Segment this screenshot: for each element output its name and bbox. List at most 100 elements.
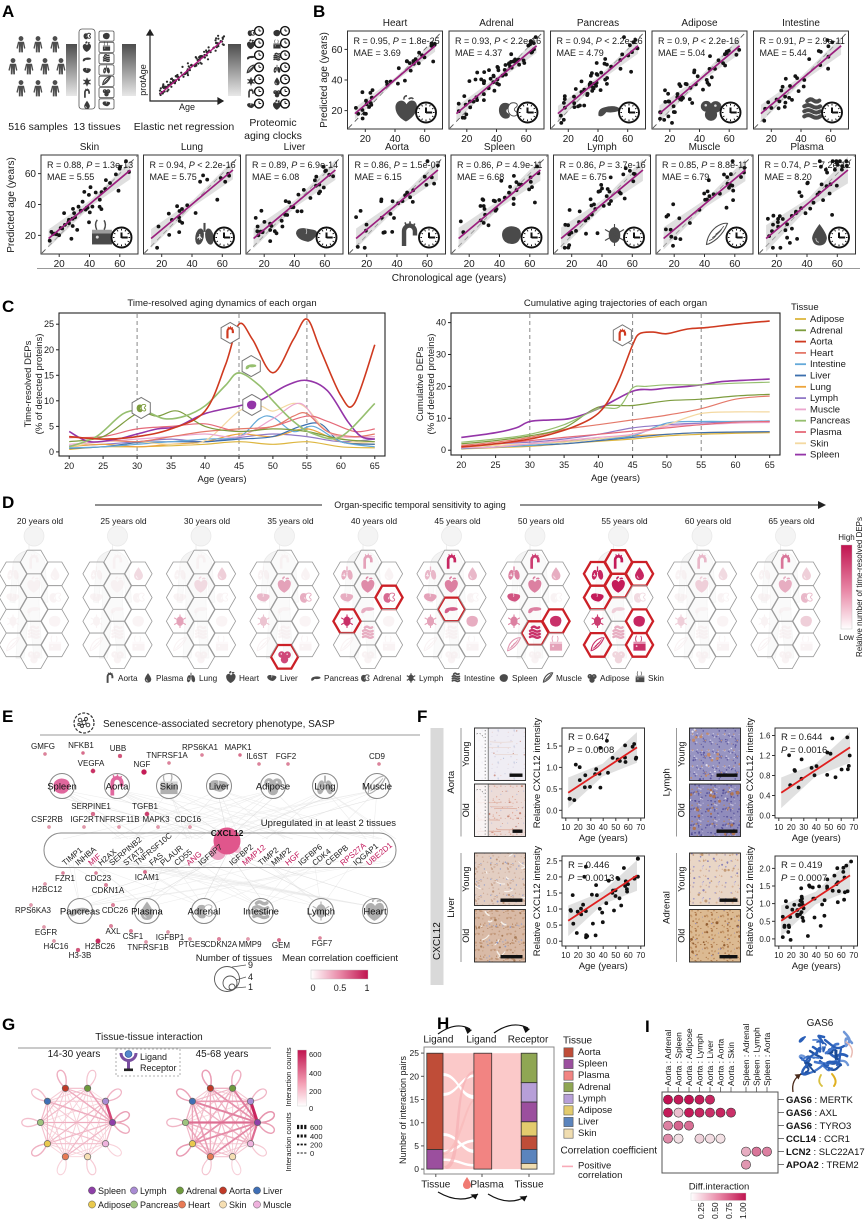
svg-text:20: 20 (410, 1071, 420, 1081)
svg-text:20: 20 (331, 106, 343, 117)
svg-text:Liver: Liver (578, 1117, 599, 1128)
svg-text:50: 50 (611, 951, 620, 960)
svg-text:Lung: Lung (181, 142, 203, 153)
svg-text:60: 60 (521, 134, 533, 145)
svg-text:Plasma: Plasma (131, 907, 163, 918)
svg-text:40: 40 (812, 823, 821, 832)
svg-text:Adrenal: Adrenal (662, 891, 673, 924)
svg-text:Relative CXCL12 intensity: Relative CXCL12 intensity (532, 846, 543, 957)
svg-text:20: 20 (574, 951, 583, 960)
svg-text:CD9: CD9 (369, 752, 386, 761)
svg-text:Pancreas: Pancreas (810, 416, 850, 427)
svg-text:Liver: Liver (280, 674, 298, 683)
svg-text:(% of detected proteins): (% of detected proteins) (426, 334, 437, 435)
svg-text:H: H (437, 1014, 449, 1033)
svg-text:Heart: Heart (810, 348, 834, 359)
svg-text:ICAM1: ICAM1 (135, 873, 160, 882)
svg-text:MAPK1: MAPK1 (224, 743, 252, 752)
svg-text:60: 60 (724, 134, 736, 145)
svg-text:Liver: Liver (209, 782, 230, 793)
svg-text:CDC26: CDC26 (102, 906, 129, 915)
svg-text:45: 45 (628, 460, 638, 470)
svg-text:Age (years): Age (years) (792, 961, 841, 972)
svg-text:Spleen: Spleen (47, 782, 77, 793)
svg-text:Adrenal: Adrenal (373, 674, 401, 683)
svg-text:Lymph: Lymph (810, 393, 838, 404)
svg-text:60: 60 (114, 259, 126, 270)
svg-text:30: 30 (586, 823, 595, 832)
svg-text:SERPINE1: SERPINE1 (71, 802, 111, 811)
svg-text:20: 20 (669, 259, 681, 270)
svg-text:Adipose: Adipose (578, 1105, 612, 1116)
svg-text:Ligand: Ligand (140, 1052, 167, 1062)
svg-text:20: 20 (360, 134, 372, 145)
svg-text:50: 50 (611, 823, 620, 832)
svg-text:R = 0.95, P = 1.8e-25: R = 0.95, P = 1.8e-25 (354, 36, 440, 46)
svg-text:30: 30 (799, 823, 808, 832)
svg-text:Spleen: Spleen (484, 142, 515, 153)
svg-text:NFKB1: NFKB1 (68, 741, 94, 750)
svg-text:EGFR: EGFR (35, 928, 57, 937)
svg-text:60: 60 (729, 259, 741, 270)
svg-text:APOA2 : TREM2: APOA2 : TREM2 (786, 1160, 859, 1171)
svg-text:R = 0.74, P = 7.2e-12: R = 0.74, P = 7.2e-12 (765, 160, 851, 170)
svg-text:10: 10 (410, 1118, 420, 1128)
svg-text:GEM: GEM (272, 941, 291, 950)
svg-text:60: 60 (217, 259, 229, 270)
svg-text:0.0: 0.0 (546, 937, 558, 946)
svg-text:MAE = 5.04: MAE = 5.04 (658, 48, 705, 58)
svg-text:0.4: 0.4 (759, 792, 771, 801)
svg-text:40: 40 (389, 134, 401, 145)
svg-text:Plasma: Plasma (790, 142, 824, 153)
svg-text:Intestine: Intestine (243, 907, 279, 918)
svg-text:Relative CXCL12 intensity: Relative CXCL12 intensity (532, 718, 543, 829)
svg-text:70: 70 (636, 823, 645, 832)
svg-text:Proteomic: Proteomic (249, 117, 296, 129)
svg-text:Upregulated in at least 2 tiss: Upregulated in at least 2 tissues (261, 818, 396, 829)
svg-text:1.5: 1.5 (546, 742, 558, 751)
svg-text:Skin: Skin (810, 438, 828, 449)
svg-text:Number of tissues: Number of tissues (196, 953, 273, 964)
svg-text:60: 60 (730, 460, 740, 470)
svg-text:Muscle: Muscle (556, 674, 582, 683)
svg-text:MAPK3: MAPK3 (142, 815, 170, 824)
svg-text:B: B (313, 2, 325, 21)
svg-text:H2BC26: H2BC26 (85, 942, 116, 951)
svg-text:Adrenal: Adrenal (186, 1186, 217, 1196)
svg-text:MAE = 5.44: MAE = 5.44 (760, 48, 807, 58)
svg-text:1: 1 (248, 982, 253, 992)
svg-text:Aorta : Liver: Aorta : Liver (705, 1040, 715, 1086)
svg-text:VEGFA: VEGFA (78, 759, 105, 768)
svg-text:Time-resolved aging dynamics o: Time-resolved aging dynamics of each org… (127, 298, 316, 309)
svg-text:Skin: Skin (648, 674, 664, 683)
svg-text:Plasma: Plasma (470, 1180, 504, 1191)
svg-text:Aorta: Aorta (578, 1047, 601, 1058)
svg-text:40: 40 (593, 460, 603, 470)
svg-text:Age (years): Age (years) (792, 833, 841, 844)
svg-text:2.0: 2.0 (546, 873, 558, 882)
svg-text:Plasma: Plasma (156, 674, 184, 683)
svg-text:40: 40 (599, 951, 608, 960)
svg-text:Aorta: Aorta (229, 1186, 251, 1196)
svg-text:CSF2RB: CSF2RB (31, 815, 63, 824)
svg-text:20: 20 (456, 460, 466, 470)
svg-text:MAE = 6.75: MAE = 6.75 (560, 172, 607, 182)
svg-text:20: 20 (771, 259, 783, 270)
svg-text:60: 60 (837, 823, 846, 832)
svg-text:Aorta: Aorta (446, 770, 457, 793)
svg-text:25: 25 (44, 319, 54, 329)
svg-text:Age (years): Age (years) (197, 474, 246, 485)
svg-text:Lymph: Lymph (662, 768, 673, 796)
svg-text:Old: Old (677, 929, 687, 943)
svg-text:20 years old: 20 years old (17, 516, 64, 526)
svg-text:65: 65 (765, 460, 775, 470)
svg-text:30: 30 (132, 461, 142, 471)
svg-text:R = 0.88, P = 1.3e-13: R = 0.88, P = 1.3e-13 (47, 160, 133, 170)
svg-text:60: 60 (624, 951, 633, 960)
svg-text:correlation: correlation (578, 1170, 622, 1181)
svg-text:40: 40 (795, 134, 807, 145)
svg-text:Time-resolved DEPs: Time-resolved DEPs (23, 340, 34, 427)
svg-text:CXCL12: CXCL12 (432, 922, 443, 960)
svg-text:60: 60 (422, 259, 434, 270)
svg-text:MAE = 8.20: MAE = 8.20 (765, 172, 812, 182)
